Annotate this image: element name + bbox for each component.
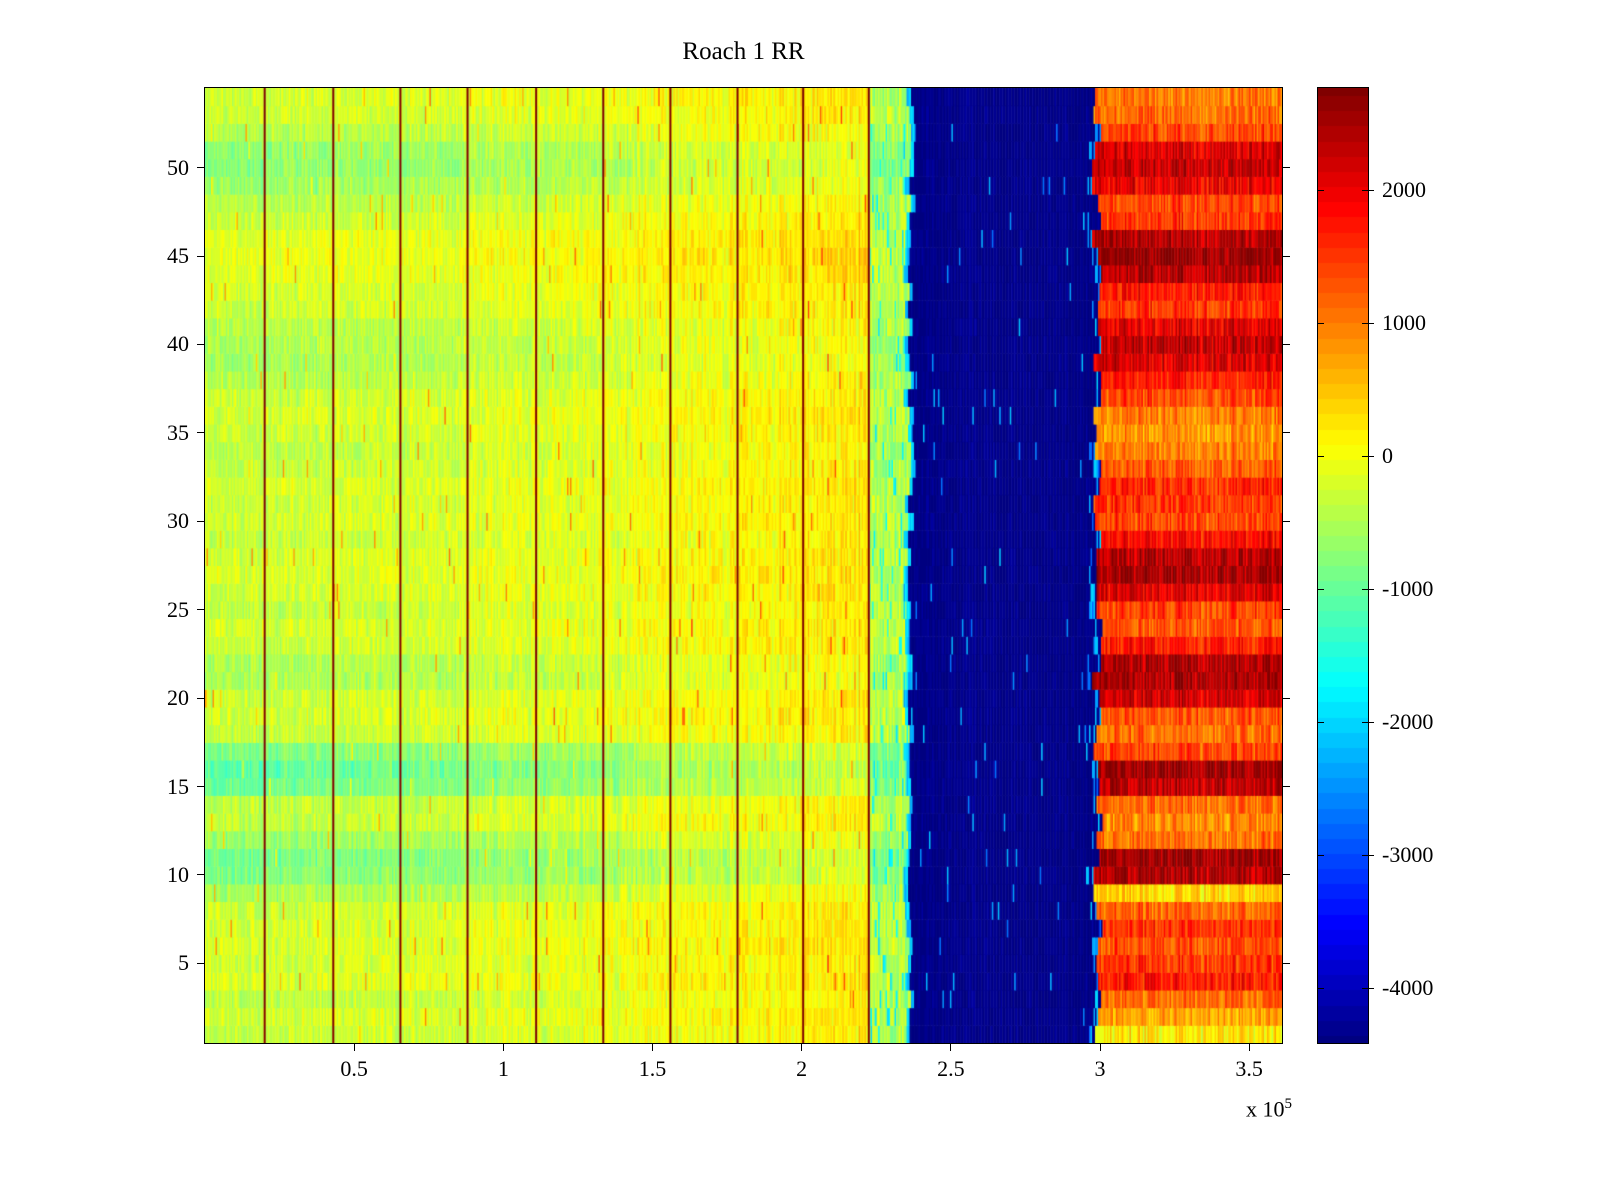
x-tick-label: 3 [1094, 1056, 1106, 1081]
x-tick-mark [502, 1043, 504, 1051]
colorbar-tick-label: -1000 [1382, 576, 1434, 602]
x-tick-mark [1248, 1043, 1250, 1051]
x-tick-mark [1099, 1043, 1101, 1051]
colorbar-tick-mark [1362, 987, 1374, 989]
y-tick-label: 30 [167, 508, 189, 534]
colorbar-tick-mark [1362, 854, 1374, 856]
colorbar-tick-mark [1362, 189, 1374, 191]
x-tick-label: 0.5 [340, 1056, 368, 1081]
y-tick-mark [197, 786, 205, 788]
x-tick-mark [652, 1043, 653, 1051]
y-tick-label: 5 [178, 950, 189, 976]
colorbar-tick-mark-left [1318, 854, 1324, 856]
colorbar-tick-mark-left [1318, 189, 1324, 191]
y-tick-mark-right [1282, 874, 1290, 876]
y-tick-mark-right [1282, 343, 1290, 345]
y-tick-mark-right [1282, 962, 1290, 964]
y-tick-mark [197, 962, 205, 964]
y-tick-mark-right [1282, 609, 1290, 611]
y-tick-mark [197, 874, 205, 876]
chart-title: Roach 1 RR [682, 38, 805, 65]
y-tick-label: 15 [167, 773, 189, 799]
colorbar-tick-mark [1362, 322, 1374, 324]
y-tick-label: 40 [167, 331, 189, 357]
colorbar-tick-mark [1362, 455, 1374, 457]
y-tick-mark-right [1282, 697, 1290, 699]
y-tick-mark [197, 343, 205, 345]
x-tick-mark [801, 1043, 803, 1051]
y-tick-mark [197, 255, 205, 257]
y-tick-mark-right [1282, 432, 1290, 434]
x-tick-label: 3.5 [1235, 1056, 1263, 1081]
y-tick-label: 50 [167, 154, 189, 180]
y-tick-mark-right [1282, 786, 1290, 788]
colorbar-tick-mark-left [1318, 987, 1324, 989]
y-tick-mark [197, 520, 205, 522]
colorbar-tick-label: -4000 [1382, 975, 1434, 1001]
colorbar-tick-label: 1000 [1382, 310, 1426, 336]
colorbar-tick-label: -3000 [1382, 842, 1434, 868]
x-tick-label: 1.5 [638, 1056, 667, 1081]
y-tick-mark [197, 609, 205, 611]
colorbar-tick-label: -2000 [1382, 709, 1434, 735]
x-tick-label: 1 [497, 1056, 509, 1081]
x-multiplier-base: x 10 [1246, 1096, 1285, 1122]
x-tick-mark [950, 1043, 952, 1051]
colorbar-tick-label: 0 [1382, 443, 1393, 469]
y-tick-label: 45 [167, 243, 189, 268]
heatmap-canvas [205, 88, 1282, 1043]
y-tick-label: 20 [167, 685, 189, 711]
y-tick-mark [197, 167, 205, 169]
colorbar-tick-label: 2000 [1382, 177, 1426, 203]
x-tick-label: 2 [796, 1056, 808, 1081]
colorbar-tick-mark [1362, 721, 1374, 723]
y-tick-mark-right [1282, 255, 1290, 257]
x-tick-label: 2.5 [937, 1056, 965, 1081]
colorbar-tick-mark-left [1318, 721, 1324, 723]
x-tick-mark [353, 1043, 355, 1051]
colorbar-tick-mark-left [1318, 455, 1324, 457]
y-tick-mark-right [1282, 520, 1290, 522]
y-tick-label: 35 [167, 419, 189, 445]
y-tick-label: 25 [167, 596, 189, 622]
x-multiplier-exponent: 5 [1284, 1096, 1293, 1112]
colorbar-tick-mark [1362, 588, 1374, 590]
y-tick-mark-right [1282, 167, 1290, 169]
colorbar-canvas [1318, 88, 1368, 1043]
y-tick-label: 10 [167, 861, 189, 887]
colorbar-tick-mark-left [1318, 588, 1324, 590]
colorbar-tick-mark-left [1318, 322, 1324, 324]
y-tick-mark [197, 697, 205, 699]
x-axis-multiplier: x 105 [1180, 1096, 1292, 1122]
y-tick-mark [197, 432, 205, 434]
